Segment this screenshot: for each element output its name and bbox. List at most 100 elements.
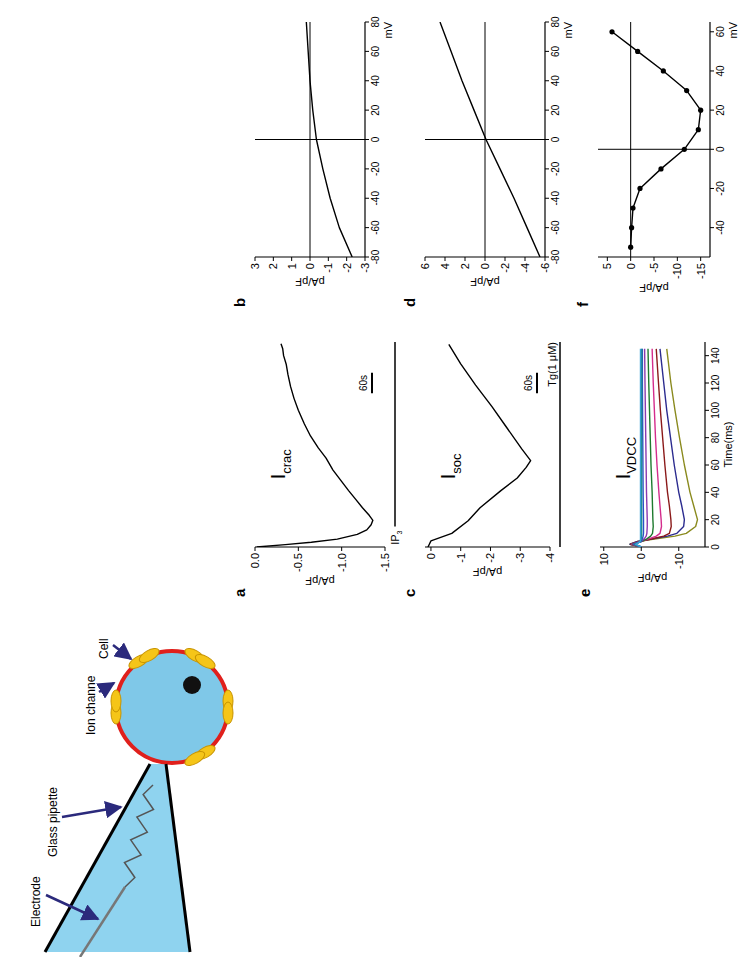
x-tick-label: 80	[370, 16, 381, 28]
x-tick	[710, 110, 714, 111]
scale-bar-label: 60s	[358, 375, 369, 391]
x-tick	[705, 465, 709, 466]
label-text: Isoc	[437, 453, 464, 479]
y-tick	[346, 257, 347, 261]
y-tick	[255, 257, 256, 261]
panel-f: f-15-10-505pA/pF-40-200204060mV	[574, 21, 739, 307]
y-tick-label: -4	[544, 553, 556, 563]
x-tick-label: 60	[370, 45, 381, 57]
x-tick	[545, 110, 549, 111]
x-tick-label: 20	[550, 104, 561, 116]
data-point	[609, 29, 614, 34]
schematic-label: Glass pipette	[46, 787, 60, 857]
x-tick	[705, 437, 709, 438]
x-tick	[545, 198, 549, 199]
data-point	[682, 147, 687, 152]
marks	[428, 344, 531, 547]
pointer-arrow	[62, 807, 121, 817]
x-tick-label: 40	[715, 65, 726, 77]
x-tick-label: 60	[715, 26, 726, 38]
schematic-label: Cell	[97, 638, 111, 659]
label-sub: crac	[279, 449, 294, 474]
x-tick	[545, 227, 549, 228]
stimulus-bar	[559, 342, 561, 547]
x-tick	[710, 70, 714, 71]
data-point	[635, 49, 640, 54]
x-axis	[709, 22, 710, 257]
marks	[440, 22, 540, 257]
schematic-label: Electrode	[29, 876, 43, 927]
electrode-wire	[80, 887, 125, 957]
y-tick-label: 3	[249, 263, 261, 269]
schematic: ElectrodeGlass pipetteIon channeCell	[29, 638, 233, 957]
x-axis-title: mV	[562, 21, 574, 38]
x-tick-label: 80	[550, 16, 561, 28]
y-tick	[460, 547, 461, 551]
data-point	[684, 88, 689, 93]
ion-channel	[183, 749, 207, 769]
y-tick-label: -1.0	[336, 553, 348, 572]
x-tick-label: -60	[370, 220, 381, 235]
zero-line	[598, 149, 710, 150]
y-tick-label: -2	[484, 553, 496, 563]
y-axis-title: pA/pF	[638, 572, 668, 584]
x-tick	[545, 80, 549, 81]
data-point	[658, 166, 663, 171]
y-axis-title: pA/pF	[305, 575, 335, 587]
y-tick	[445, 257, 446, 261]
y-tick-label: 0.0	[249, 553, 261, 568]
data-line	[632, 349, 662, 547]
y-tick-label: -2	[499, 263, 511, 273]
y-tick	[654, 257, 655, 261]
y-tick	[298, 547, 299, 551]
data-line	[634, 349, 644, 547]
x-tick	[365, 110, 369, 111]
x-tick	[545, 257, 549, 258]
x-tick	[705, 519, 709, 520]
y-tick-label: 5	[601, 263, 613, 269]
x-tick-label: 0	[370, 136, 381, 142]
marks	[630, 349, 698, 547]
data-line	[612, 32, 701, 247]
y-tick	[465, 257, 466, 261]
data-line	[632, 349, 653, 547]
y-tick-label: -1	[322, 263, 334, 273]
y-tick	[255, 547, 256, 551]
electrode-coil	[124, 785, 153, 887]
x-tick-label: 40	[370, 75, 381, 87]
y-tick	[430, 547, 431, 551]
x-tick	[710, 149, 714, 150]
ion-channel	[193, 652, 217, 672]
pointer-arrow	[99, 683, 114, 692]
x-tick-label: 20	[715, 104, 726, 116]
panel-e: e-10010pA/pF020406080100120140Time(ms)IV…	[576, 342, 734, 597]
x-tick-label: -20	[370, 161, 381, 176]
y-axis	[425, 546, 550, 547]
data-line	[440, 22, 540, 257]
panel-c: c0-1-2-3-4pA/pFIsocTg(1 μM)60s	[401, 342, 560, 597]
data-line	[257, 344, 373, 547]
scale-bar	[371, 373, 373, 394]
x-tick-label: 0	[550, 136, 561, 142]
zero-line	[425, 139, 545, 140]
y-axis-title: pA/pF	[295, 276, 325, 288]
x-tick	[545, 22, 549, 23]
x-axis-title: mV	[382, 21, 394, 38]
y-tick-label: -2	[341, 263, 353, 273]
label-sub: VDCC	[624, 437, 639, 474]
x-tick-label: 0	[715, 146, 726, 152]
data-point	[696, 127, 701, 132]
label-sub: soc	[449, 453, 464, 474]
x-axis-title: mV	[727, 21, 739, 38]
scale-bar	[536, 373, 538, 394]
y-tick	[603, 547, 604, 551]
y-tick-label: 6	[419, 263, 431, 269]
x-tick-label: -40	[715, 220, 726, 235]
y-tick-label: 0	[425, 553, 437, 559]
x-tick	[365, 227, 369, 228]
figure: ElectrodeGlass pipetteIon channeCella0.0…	[0, 0, 747, 957]
y-tick-label: 4	[439, 263, 451, 269]
data-point	[629, 225, 634, 230]
data-line	[306, 22, 352, 257]
label-main: Tg(1 μM)	[546, 342, 558, 387]
